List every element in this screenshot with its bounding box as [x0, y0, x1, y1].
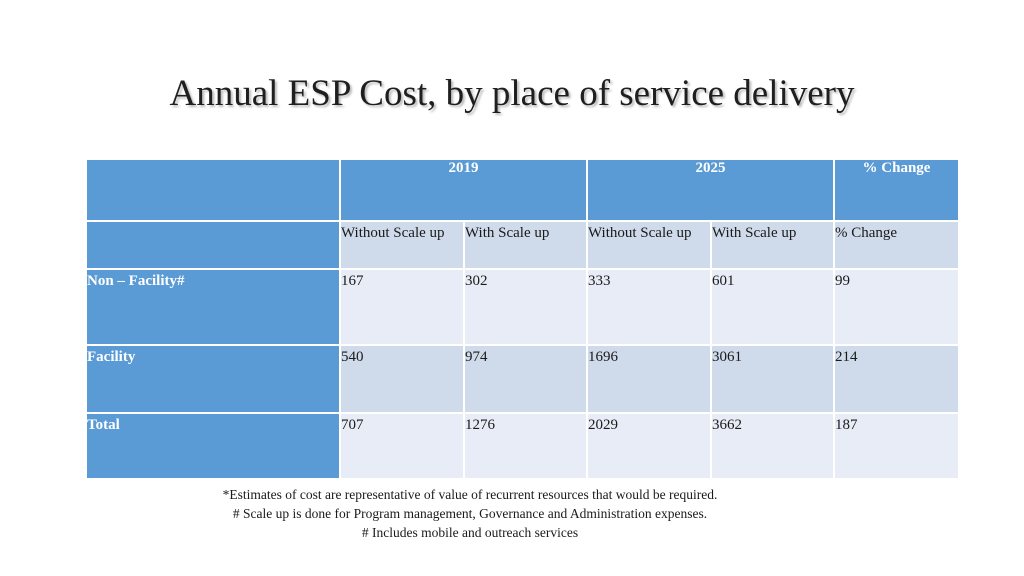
footnote-mobile-outreach: # Includes mobile and outreach services [361, 525, 579, 540]
cell-without-scale-up-2019: 707 [339, 412, 465, 480]
cell-with-scale-up-2019: 302 [463, 268, 588, 346]
cell-with-scale-up-2019: 974 [463, 344, 588, 414]
subheader-without-scale-up-2025: Without Scale up [586, 220, 712, 270]
subheader-percent-change: % Change [833, 220, 960, 270]
cell-with-scale-up-2019: 1276 [463, 412, 588, 480]
footnote-estimates: *Estimates of cost are representative of… [222, 487, 718, 502]
cell-without-scale-up-2019: 167 [339, 268, 465, 346]
cell-percent-change: 214 [833, 344, 960, 414]
cell-percent-change: 99 [833, 268, 960, 346]
row-label: Facility [85, 344, 341, 414]
cell-percent-change: 187 [833, 412, 960, 480]
header-2025: 2025 [586, 158, 835, 222]
row-label: Total [85, 412, 341, 480]
header-blank-cell [85, 158, 341, 222]
table-row: Non – Facility# 167 302 333 601 99 [85, 268, 960, 346]
table-subheader-row: Without Scale up With Scale up Without S… [85, 220, 960, 270]
cell-without-scale-up-2019: 540 [339, 344, 465, 414]
table-row: Total 707 1276 2029 3662 187 [85, 412, 960, 480]
subheader-blank-cell [85, 220, 341, 270]
cell-without-scale-up-2025: 333 [586, 268, 712, 346]
esp-cost-table: 2019 2025 % Change Without Scale up With… [85, 158, 960, 480]
row-label: Non – Facility# [85, 268, 341, 346]
subheader-with-scale-up-2025: With Scale up [710, 220, 835, 270]
table-row: Facility 540 974 1696 3061 214 [85, 344, 960, 414]
subheader-without-scale-up-2019: Without Scale up [339, 220, 465, 270]
header-percent-change: % Change [833, 158, 960, 222]
header-2019: 2019 [339, 158, 588, 222]
cell-without-scale-up-2025: 1696 [586, 344, 712, 414]
page-title: Annual ESP Cost, by place of service del… [169, 73, 855, 114]
table-header-row: 2019 2025 % Change [85, 158, 960, 222]
cell-without-scale-up-2025: 2029 [586, 412, 712, 480]
footnotes: *Estimates of cost are representative of… [0, 485, 940, 542]
cell-with-scale-up-2025: 601 [710, 268, 835, 346]
subheader-with-scale-up-2019: With Scale up [463, 220, 588, 270]
footnote-scale-up: # Scale up is done for Program managemen… [232, 506, 708, 521]
cell-with-scale-up-2025: 3061 [710, 344, 835, 414]
cell-with-scale-up-2025: 3662 [710, 412, 835, 480]
